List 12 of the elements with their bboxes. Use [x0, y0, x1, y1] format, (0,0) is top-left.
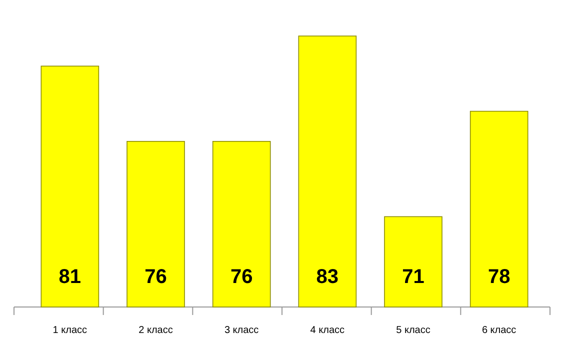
- x-tick-label: 4 класс: [310, 325, 345, 336]
- x-tick-label: 6 класс: [482, 325, 516, 336]
- x-tick-label: 2 класс: [138, 325, 173, 336]
- data-label: 81: [58, 266, 82, 288]
- data-label: 71: [402, 266, 424, 288]
- data-label: 78: [488, 266, 510, 288]
- x-tick-label: 1 класс: [52, 325, 88, 336]
- data-label: 83: [316, 266, 339, 288]
- x-tick-label: 3 класс: [224, 325, 259, 336]
- data-label: 76: [144, 266, 167, 288]
- data-label: 76: [230, 266, 253, 288]
- x-tick-label: 5 класс: [396, 325, 430, 336]
